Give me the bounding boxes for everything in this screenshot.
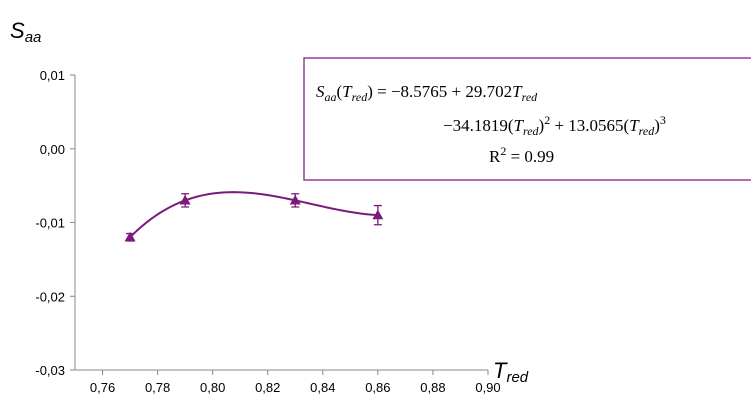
triangle-marker — [289, 194, 301, 205]
eq1-lhs-main: S — [316, 82, 325, 101]
eq2-sup2: 3 — [660, 113, 666, 127]
eq1-var-main: T — [512, 82, 523, 101]
x-ticks: 0,76 0,78 0,80 0,82 0,84 0,86 0,88 0,90 — [90, 370, 501, 395]
x-tick-label: 0,90 — [475, 380, 500, 395]
y-axis-title-main: S — [10, 18, 25, 43]
eq2-plus: + 13.0565( — [550, 116, 629, 135]
data-points — [124, 193, 384, 242]
x-axis-title-main: T — [493, 358, 508, 383]
fit-curve — [129, 191, 378, 238]
eq3-r-rest: = 0.99 — [506, 147, 554, 166]
x-tick-label: 0,84 — [310, 380, 335, 395]
eq1-var-sub: red — [522, 90, 539, 104]
x-tick-label: 0,86 — [365, 380, 390, 395]
eq2-var-main: T — [514, 116, 525, 135]
x-axis-title-sub: red — [506, 369, 528, 386]
triangle-marker — [179, 194, 191, 205]
data-point — [124, 231, 136, 242]
data-point — [289, 193, 301, 208]
equation-line-2: −34.1819(Tred)2 + 13.0565(Tred)3 — [443, 113, 666, 138]
y-axis-title: Saa — [10, 18, 41, 46]
equation-box-border — [303, 57, 751, 181]
equation-box: Saa(Tred) = −8.5765 + 29.702Tred −34.181… — [303, 57, 751, 181]
x-tick-label: 0,76 — [90, 380, 115, 395]
equation-line-3: R2 = 0.99 — [489, 144, 554, 166]
triangle-marker — [124, 231, 136, 242]
eq2-var2-sub: red — [639, 124, 656, 138]
eq2-close: ) — [654, 116, 660, 135]
eq2-var2-main: T — [629, 116, 640, 135]
data-point — [179, 193, 191, 208]
eq1-arg-sub: red — [352, 90, 369, 104]
eq1-arg-main: T — [342, 82, 353, 101]
eq3-r-main: R — [489, 147, 501, 166]
y-tick-label: -0,03 — [35, 363, 65, 378]
triangle-marker — [372, 209, 384, 220]
eq2-sup1: 2 — [544, 113, 550, 127]
y-tick-label: 0,00 — [40, 142, 65, 157]
eq1-lhs-sub: aa — [325, 90, 337, 104]
x-tick-label: 0,80 — [200, 380, 225, 395]
equation-line-1: Saa(Tred) = −8.5765 + 29.702Tred — [316, 82, 538, 104]
x-axis-title: Tred — [493, 358, 529, 386]
y-axis-title-sub: aa — [25, 29, 42, 46]
y-tick-label: -0,01 — [35, 216, 65, 231]
y-tick-label: -0,02 — [35, 289, 65, 304]
x-tick-label: 0,82 — [255, 380, 280, 395]
eq2-mid: ) — [539, 116, 545, 135]
eq2-prefix: −34.1819( — [443, 116, 514, 135]
y-ticks: 0,01 0,00 -0,01 -0,02 -0,03 — [35, 68, 75, 378]
x-tick-label: 0,78 — [145, 380, 170, 395]
y-tick-label: 0,01 — [40, 68, 65, 83]
data-point — [372, 204, 384, 226]
eq2-var-sub: red — [523, 124, 540, 138]
x-tick-label: 0,88 — [420, 380, 445, 395]
eq3-r-sup: 2 — [500, 144, 506, 158]
eq1-rhs: = −8.5765 + 29.702 — [373, 82, 512, 101]
